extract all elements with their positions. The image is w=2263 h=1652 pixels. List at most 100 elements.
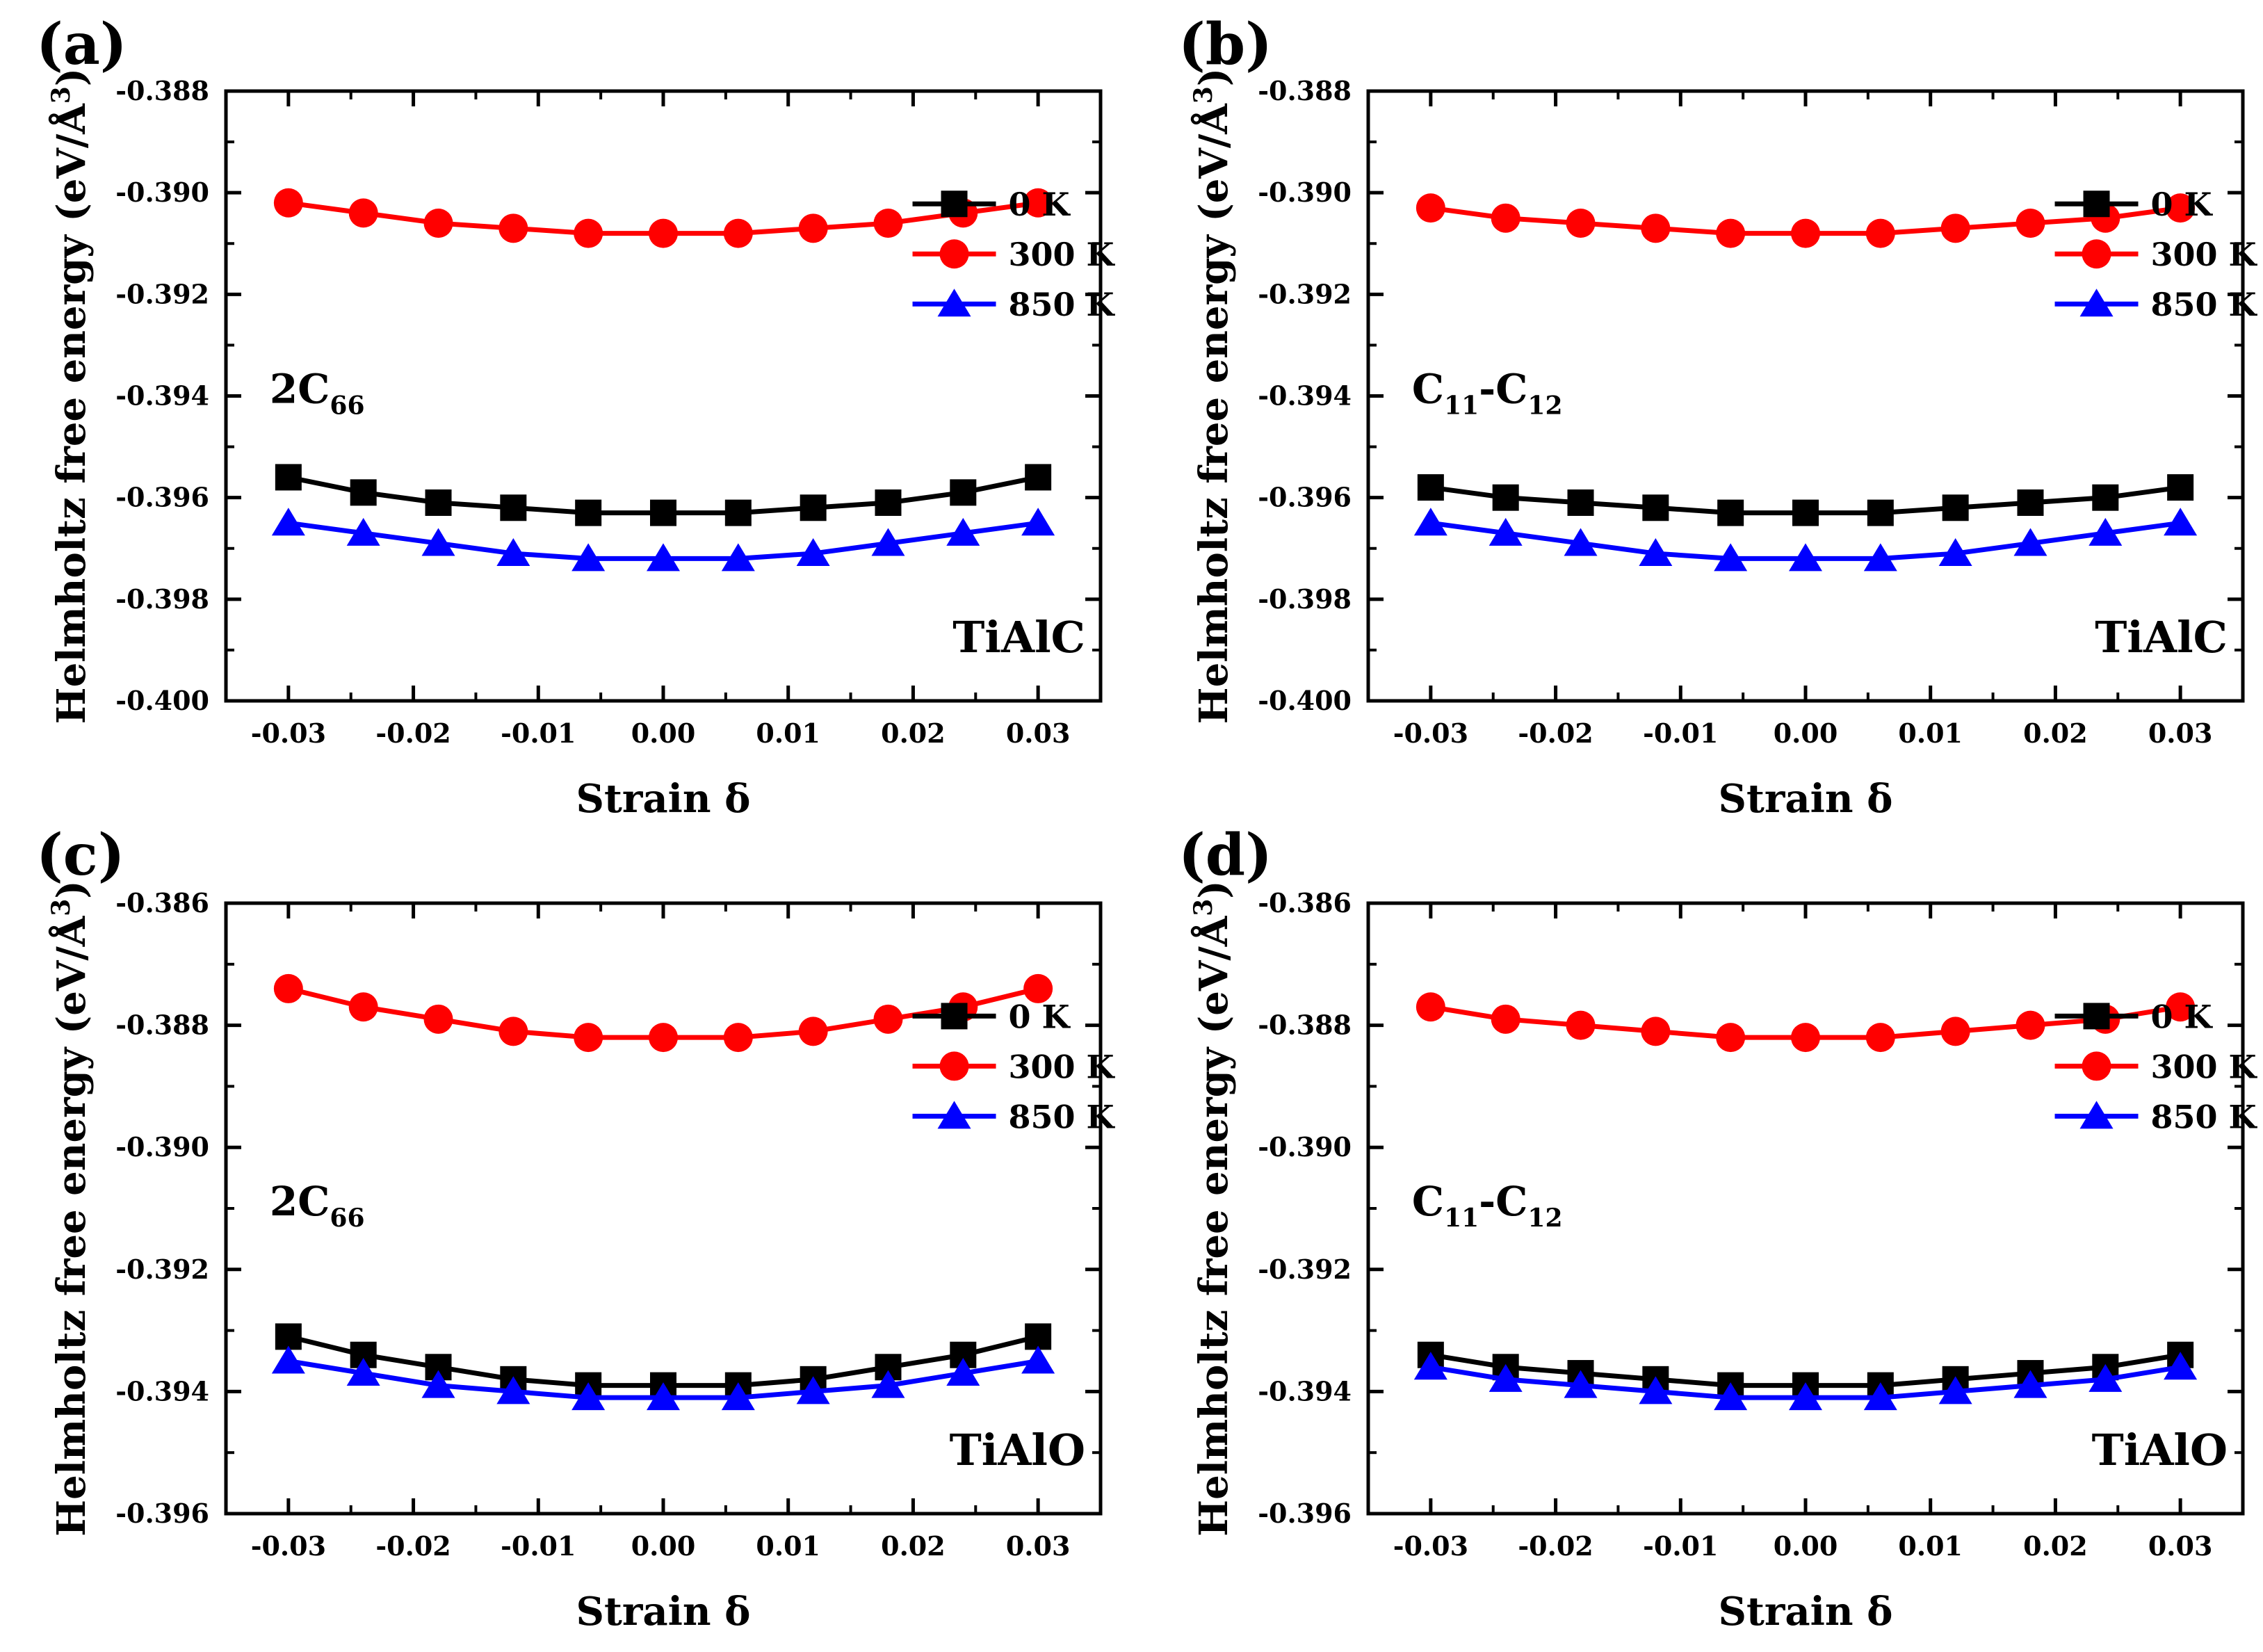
y-tick-label: -0.398 <box>115 583 209 615</box>
legend-label-300K: 300 K <box>2151 236 2258 273</box>
elastic-constant-base: 2C <box>270 1178 330 1225</box>
y-tick-label: -0.400 <box>115 685 209 716</box>
legend-marker-300K <box>939 239 969 269</box>
y-tick-label: -0.394 <box>1258 1375 1352 1407</box>
data-point-850K <box>1863 1382 1897 1411</box>
data-point-0K <box>950 479 977 506</box>
panel-label: (a) <box>36 11 127 78</box>
y-axis-title-end: ) <box>1191 880 1237 899</box>
material-label: TiAlO <box>950 1425 1085 1475</box>
data-point-300K <box>2015 1010 2045 1040</box>
data-point-850K <box>496 1376 530 1404</box>
data-point-850K <box>647 543 680 572</box>
data-point-850K <box>271 508 305 536</box>
data-point-0K <box>350 479 377 506</box>
data-point-300K <box>649 218 678 248</box>
elastic-constant-label: C11-C12 <box>1412 366 1563 421</box>
data-point-0K <box>1567 489 1594 516</box>
data-point-850K <box>796 1376 830 1404</box>
data-point-850K <box>1413 508 1447 536</box>
data-point-0K <box>800 494 827 521</box>
elastic-constant-b: C <box>1495 366 1527 413</box>
x-tick-label: 0.02 <box>881 1530 946 1562</box>
elastic-constant-dash: - <box>1479 1178 1495 1225</box>
y-tick-label: -0.386 <box>1258 887 1352 918</box>
x-tick-label: 0.02 <box>881 718 946 749</box>
elastic-constant-b-sub: 12 <box>1527 1204 1562 1233</box>
data-point-850K <box>346 517 380 546</box>
legend-label-0K: 0 K <box>2151 998 2214 1035</box>
y-tick-label: -0.390 <box>115 177 209 208</box>
legend-marker-0K <box>2083 1003 2110 1030</box>
data-point-0K <box>1717 499 1744 526</box>
data-point-0K <box>275 464 302 491</box>
data-point-0K <box>650 499 676 526</box>
y-axis-title: Helmholtz free energy (eV/Å3) <box>1189 880 1237 1537</box>
data-point-300K <box>1641 1017 1671 1046</box>
legend-marker-0K <box>2083 191 2110 218</box>
data-point-850K <box>721 543 755 572</box>
data-point-300K <box>273 973 303 1003</box>
data-point-850K <box>2013 528 2047 556</box>
data-point-0K <box>2017 489 2044 516</box>
elastic-constant-label: C11-C12 <box>1412 1178 1563 1233</box>
elastic-constant-sub: 66 <box>330 1204 364 1233</box>
data-point-850K <box>2164 1352 2198 1380</box>
x-tick-label: -0.02 <box>375 1530 451 1562</box>
data-point-850K <box>571 543 606 572</box>
material-label: TiAlC <box>2095 612 2228 663</box>
data-point-0K <box>1942 494 1969 521</box>
data-point-300K <box>1865 1023 1895 1053</box>
x-tick-label: -0.02 <box>1518 1530 1593 1562</box>
y-tick-label: -0.400 <box>1258 685 1352 716</box>
data-point-850K <box>1789 543 1822 572</box>
data-point-850K <box>1789 1382 1822 1411</box>
data-point-850K <box>271 1345 305 1374</box>
legend-marker-850K <box>937 1101 971 1129</box>
y-axis-title: Helmholtz free energy (eV/Å3) <box>47 880 95 1537</box>
data-point-0K <box>275 1323 302 1350</box>
x-tick-label: -0.03 <box>251 1530 326 1562</box>
panel-a: (a) -0.400 -0.398 -0.396 -0.394 -0.392 -0.390 -… <box>36 11 1116 822</box>
x-tick-label: -0.03 <box>251 718 326 749</box>
y-tick-label: -0.392 <box>1258 278 1352 309</box>
data-point-300K <box>1791 1023 1820 1053</box>
data-point-850K <box>1863 543 1897 572</box>
data-point-300K <box>1716 1023 1746 1053</box>
data-point-300K <box>873 1004 903 1034</box>
data-point-300K <box>1940 1017 1970 1046</box>
y-axis-title-main: Helmholtz free energy (eV/Å <box>48 103 95 724</box>
y-tick-label: -0.396 <box>1258 1498 1352 1529</box>
elastic-constant-a-sub: 11 <box>1444 1204 1479 1233</box>
panel-label: (d) <box>1178 822 1272 889</box>
y-axis-title-sup: 3 <box>1189 86 1218 104</box>
x-tick-label: 0.00 <box>631 718 696 749</box>
legend-marker-0K <box>941 191 968 218</box>
data-point-0K <box>1867 499 1894 526</box>
legend-marker-300K <box>2082 239 2111 269</box>
x-tick-label: -0.01 <box>501 718 576 749</box>
panel-d: (d) -0.396 -0.394 -0.392 -0.390 -0.388 -0.386 -… <box>1178 822 2258 1635</box>
data-point-850K <box>1021 1345 1055 1374</box>
legend-label-0K: 0 K <box>2151 186 2214 223</box>
legend-label-0K: 0 K <box>1009 186 1071 223</box>
data-point-0K <box>575 499 602 526</box>
data-point-850K <box>1639 1376 1673 1404</box>
x-tick-label: -0.01 <box>1643 718 1718 749</box>
legend-marker-300K <box>2082 1051 2111 1081</box>
data-point-300K <box>498 1017 528 1046</box>
legend-label-850K: 850 K <box>2151 1098 2258 1135</box>
data-point-850K <box>571 1382 606 1411</box>
x-axis-title: Strain δ <box>576 1589 751 1635</box>
data-point-850K <box>421 1370 455 1398</box>
elastic-constant-sub: 66 <box>330 391 364 421</box>
x-tick-label: 0.00 <box>1774 718 1838 749</box>
legend-label-300K: 300 K <box>1009 1048 1116 1085</box>
panel-label: (c) <box>36 822 125 889</box>
x-axis-title: Strain δ <box>1719 1589 1893 1635</box>
data-point-850K <box>946 1358 980 1386</box>
elastic-constant-b: C <box>1495 1178 1527 1225</box>
data-point-300K <box>1566 1010 1596 1040</box>
y-tick-label: -0.388 <box>115 75 209 106</box>
legend-marker-850K <box>2079 289 2114 317</box>
